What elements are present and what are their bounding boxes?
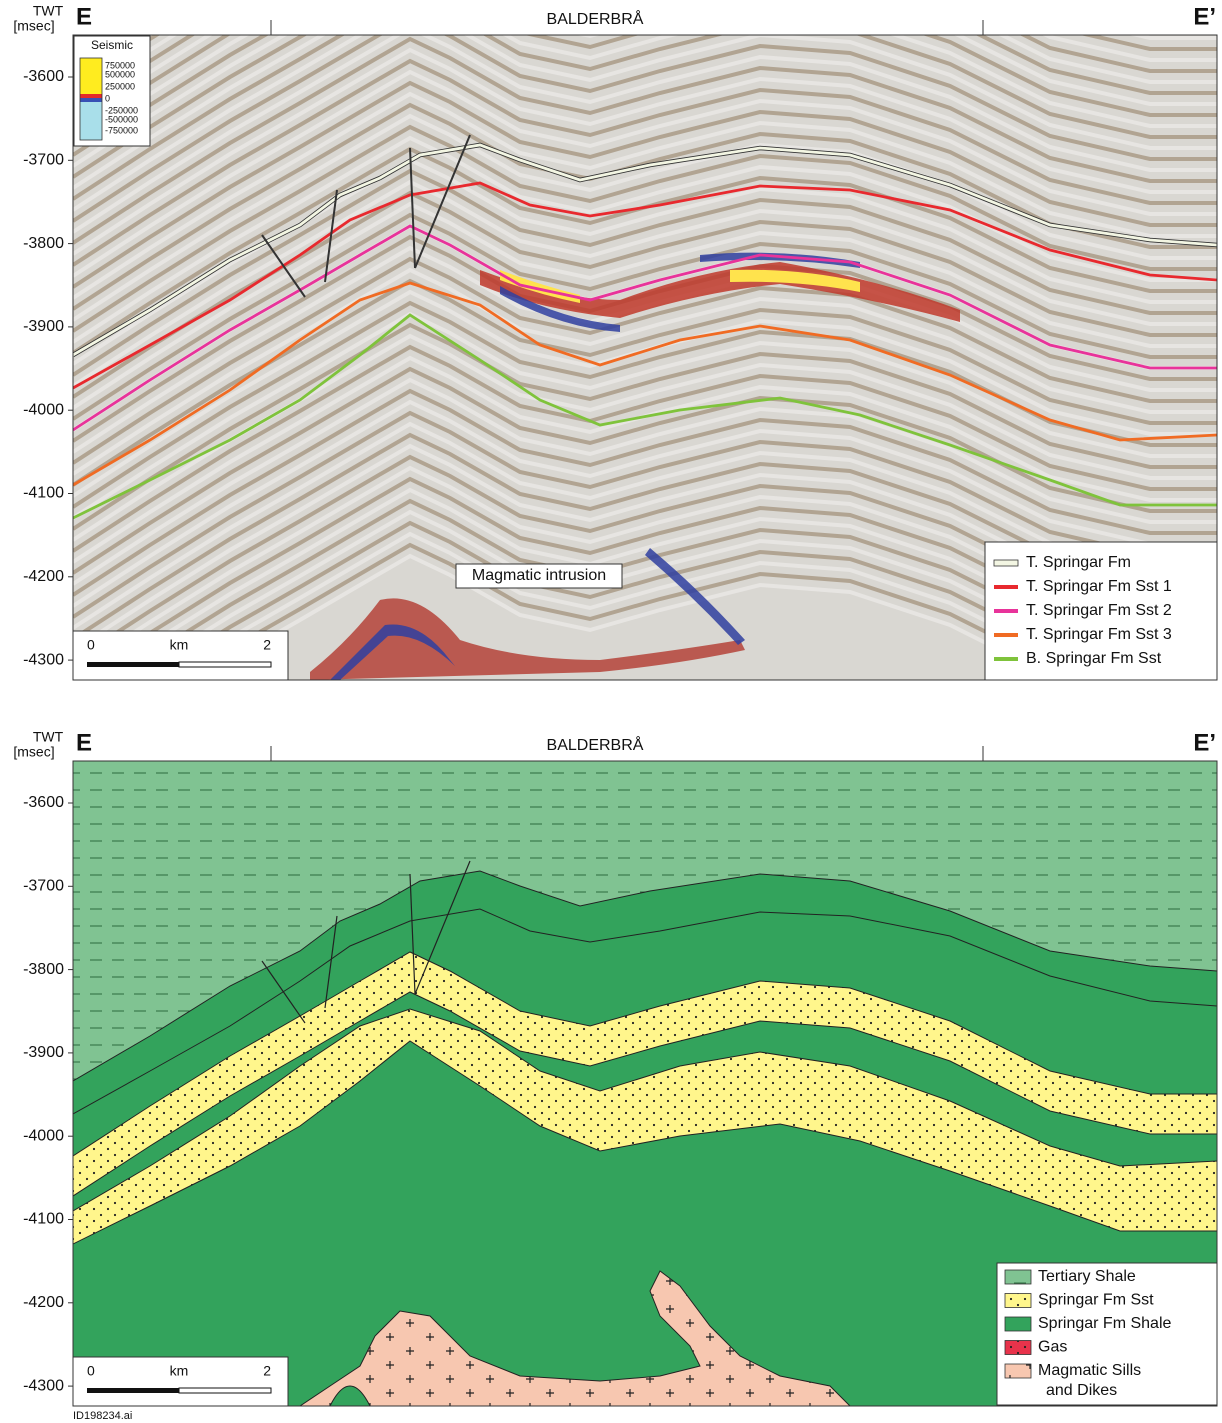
cb-lightblue bbox=[80, 102, 102, 140]
scale-label: 2 bbox=[263, 1363, 271, 1379]
right-label: E’ bbox=[1193, 729, 1216, 756]
scale-label: km bbox=[170, 1363, 189, 1379]
cb-red bbox=[80, 94, 102, 98]
legend-swatch bbox=[1005, 1270, 1031, 1284]
axis-unit: [msec] bbox=[13, 18, 54, 34]
legend-label: T. Springar Fm Sst 2 bbox=[1026, 602, 1172, 619]
y-tick-label: -4000 bbox=[23, 1127, 64, 1144]
left-label: E bbox=[76, 729, 92, 756]
y-tick-label: -3700 bbox=[23, 152, 64, 169]
legend-label: Magmatic Sills bbox=[1038, 1362, 1141, 1379]
axis-title: TWT bbox=[33, 729, 64, 745]
scale-black bbox=[87, 662, 179, 667]
colorbar-label: 500000 bbox=[105, 69, 135, 79]
y-tick-label: -4000 bbox=[23, 401, 64, 418]
colorbar-label: 0 bbox=[105, 93, 110, 103]
legend-label: Springar Fm Sst bbox=[1038, 1292, 1154, 1309]
legend-label: and Dikes bbox=[1046, 1382, 1117, 1399]
axis-title: TWT bbox=[33, 3, 64, 19]
location-label: BALDERBRÅ bbox=[547, 9, 644, 28]
y-tick-label: -3900 bbox=[23, 1044, 64, 1061]
y-tick-label: -3800 bbox=[23, 235, 64, 252]
axis-unit: [msec] bbox=[13, 744, 54, 760]
legend-swatch bbox=[1005, 1364, 1031, 1378]
legend-label: Gas bbox=[1038, 1339, 1067, 1356]
legend-swatch bbox=[1005, 1341, 1031, 1355]
y-tick-label: -4100 bbox=[23, 485, 64, 502]
scale-label: 0 bbox=[87, 637, 95, 653]
y-tick-label: -3900 bbox=[23, 318, 64, 335]
legend-swatch-outline bbox=[994, 560, 1018, 566]
colorbar-title: Seismic bbox=[91, 38, 133, 52]
annotation: Magmatic intrusion bbox=[472, 567, 606, 584]
y-tick-label: -3700 bbox=[23, 878, 64, 895]
legend-label: T. Springar Fm Sst 3 bbox=[1026, 626, 1172, 643]
cb-yellow bbox=[80, 58, 102, 94]
y-tick-label: -3600 bbox=[23, 68, 64, 85]
right-label: E’ bbox=[1193, 3, 1216, 30]
legend-label: Tertiary Shale bbox=[1038, 1268, 1136, 1285]
y-tick-label: -4200 bbox=[23, 1294, 64, 1311]
y-tick-label: -4200 bbox=[23, 568, 64, 585]
colorbar-label: 250000 bbox=[105, 81, 135, 91]
y-tick-label: -3800 bbox=[23, 961, 64, 978]
location-label: BALDERBRÅ bbox=[547, 735, 644, 754]
seismic-reflector bbox=[73, 0, 1217, 12]
seismic-reflector bbox=[73, 0, 1217, 1]
scale-white bbox=[179, 662, 271, 667]
y-tick-label: -4300 bbox=[23, 1377, 64, 1394]
figure: TWT[msec]EE’BALDERBRÅ-3600-3700-3800-390… bbox=[0, 0, 1222, 1423]
legend-label: T. Springar Fm Sst 1 bbox=[1026, 578, 1172, 595]
seismic-reflector bbox=[73, 0, 1217, 23]
scale-black bbox=[87, 1388, 179, 1393]
colorbar-label: -500000 bbox=[105, 114, 138, 124]
left-label: E bbox=[76, 3, 92, 30]
legend-swatch bbox=[1005, 1317, 1031, 1331]
legend-label: T. Springar Fm bbox=[1026, 554, 1131, 571]
cb-blue bbox=[80, 98, 102, 102]
y-tick-label: -3600 bbox=[23, 794, 64, 811]
y-tick-label: -4300 bbox=[23, 651, 64, 668]
file-id: ID198234.ai bbox=[73, 1410, 132, 1422]
scale-label: 0 bbox=[87, 1363, 95, 1379]
scale-label: km bbox=[170, 637, 189, 653]
scale-label: 2 bbox=[263, 637, 271, 653]
colorbar-label: -750000 bbox=[105, 125, 138, 135]
scale-white bbox=[179, 1388, 271, 1393]
legend-label: B. Springar Fm Sst bbox=[1026, 650, 1162, 667]
legend-swatch bbox=[1005, 1294, 1031, 1308]
y-tick-label: -4100 bbox=[23, 1211, 64, 1228]
seismic-reflector bbox=[73, 0, 1217, 34]
legend-label: Springar Fm Shale bbox=[1038, 1315, 1171, 1332]
